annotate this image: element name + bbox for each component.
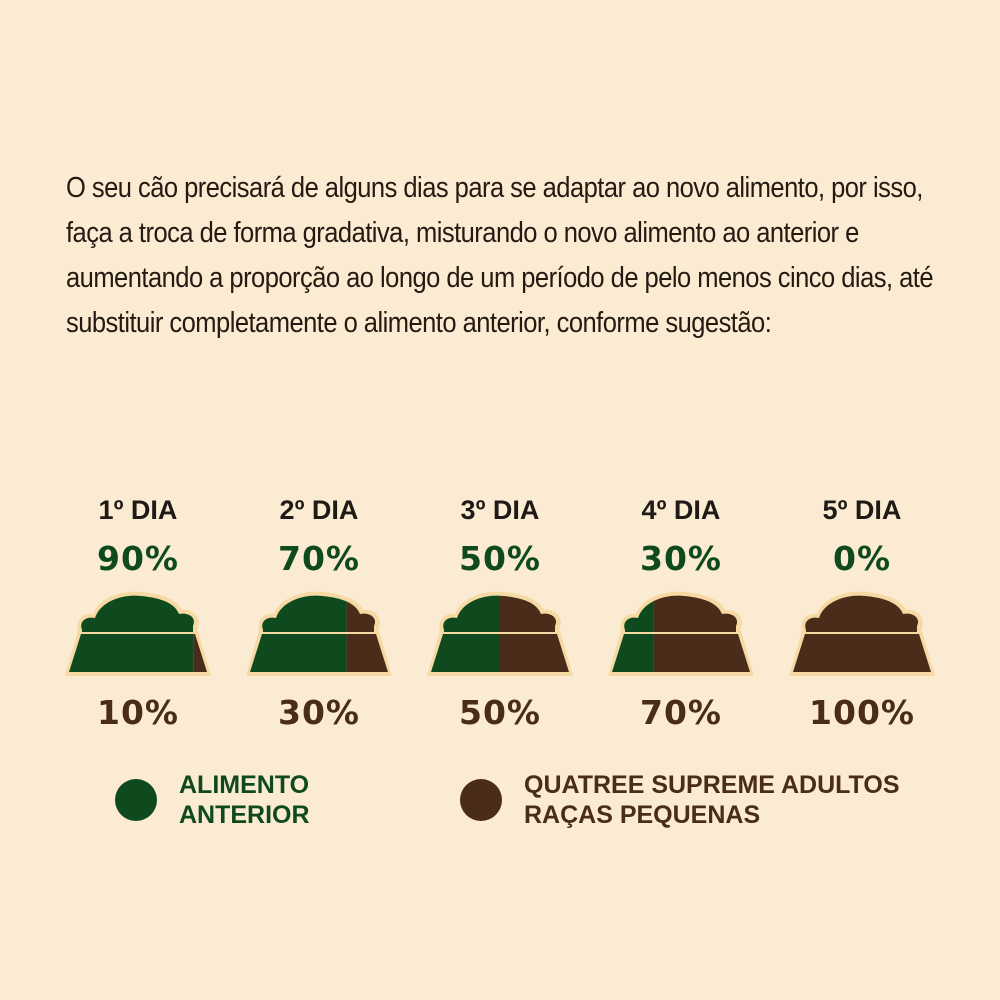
intro-text: O seu cão precisará de alguns dias para … bbox=[66, 172, 934, 339]
legend-new-line2: RAÇAS PEQUENAS bbox=[524, 801, 761, 829]
legend-previous-line1: ALIMENTO bbox=[179, 771, 310, 799]
day-3: 3º DIA 50% 50% bbox=[410, 490, 590, 736]
legend-new-label: QUATREE SUPREME ADULTOS RAÇAS PEQUENAS bbox=[524, 770, 900, 830]
previous-food-percentage: 50% bbox=[459, 539, 541, 578]
transition-schedule: 1º DIA 90% 10% 2º DIA 70% 30% 3º DIA 50%… bbox=[0, 490, 1000, 760]
legend: ALIMENTO ANTERIOR QUATREE SUPREME ADULTO… bbox=[0, 770, 1000, 840]
day-label: 3º DIA bbox=[460, 495, 540, 525]
new-food-portion bbox=[793, 595, 931, 672]
food-bowl-icon bbox=[608, 591, 754, 676]
day-label: 2º DIA bbox=[279, 495, 359, 525]
day-5: 5º DIA 0% 100% bbox=[772, 490, 952, 736]
new-food-portion bbox=[653, 595, 750, 672]
previous-food-dot-icon bbox=[115, 779, 157, 821]
new-food-percentage: 50% bbox=[459, 693, 541, 732]
previous-food-percentage: 30% bbox=[640, 539, 722, 578]
day-label: 1º DIA bbox=[98, 495, 178, 525]
legend-new-food: QUATREE SUPREME ADULTOS RAÇAS PEQUENAS bbox=[460, 770, 900, 830]
new-food-percentage: 10% bbox=[97, 693, 179, 732]
day-label: 5º DIA bbox=[822, 495, 902, 525]
food-bowl-icon bbox=[789, 591, 935, 676]
previous-food-portion bbox=[250, 595, 347, 672]
previous-food-percentage: 0% bbox=[832, 539, 892, 578]
food-bowl-icon bbox=[65, 591, 211, 676]
previous-food-percentage: 90% bbox=[97, 539, 179, 578]
day-label: 4º DIA bbox=[641, 495, 721, 525]
day-2: 2º DIA 70% 30% bbox=[229, 490, 409, 736]
legend-new-line1: QUATREE SUPREME ADULTOS bbox=[524, 771, 900, 799]
new-food-percentage: 30% bbox=[278, 693, 360, 732]
food-bowl-icon bbox=[246, 591, 392, 676]
food-bowl-icon bbox=[427, 591, 573, 676]
legend-previous-label: ALIMENTO ANTERIOR bbox=[179, 770, 310, 830]
new-food-percentage: 70% bbox=[640, 693, 722, 732]
day-1: 1º DIA 90% 10% bbox=[48, 490, 228, 736]
legend-previous-line2: ANTERIOR bbox=[179, 801, 310, 829]
legend-previous-food: ALIMENTO ANTERIOR bbox=[115, 770, 310, 830]
new-food-dot-icon bbox=[460, 779, 502, 821]
new-food-percentage: 100% bbox=[809, 693, 915, 732]
previous-food-percentage: 70% bbox=[278, 539, 360, 578]
day-4: 4º DIA 30% 70% bbox=[591, 490, 771, 736]
